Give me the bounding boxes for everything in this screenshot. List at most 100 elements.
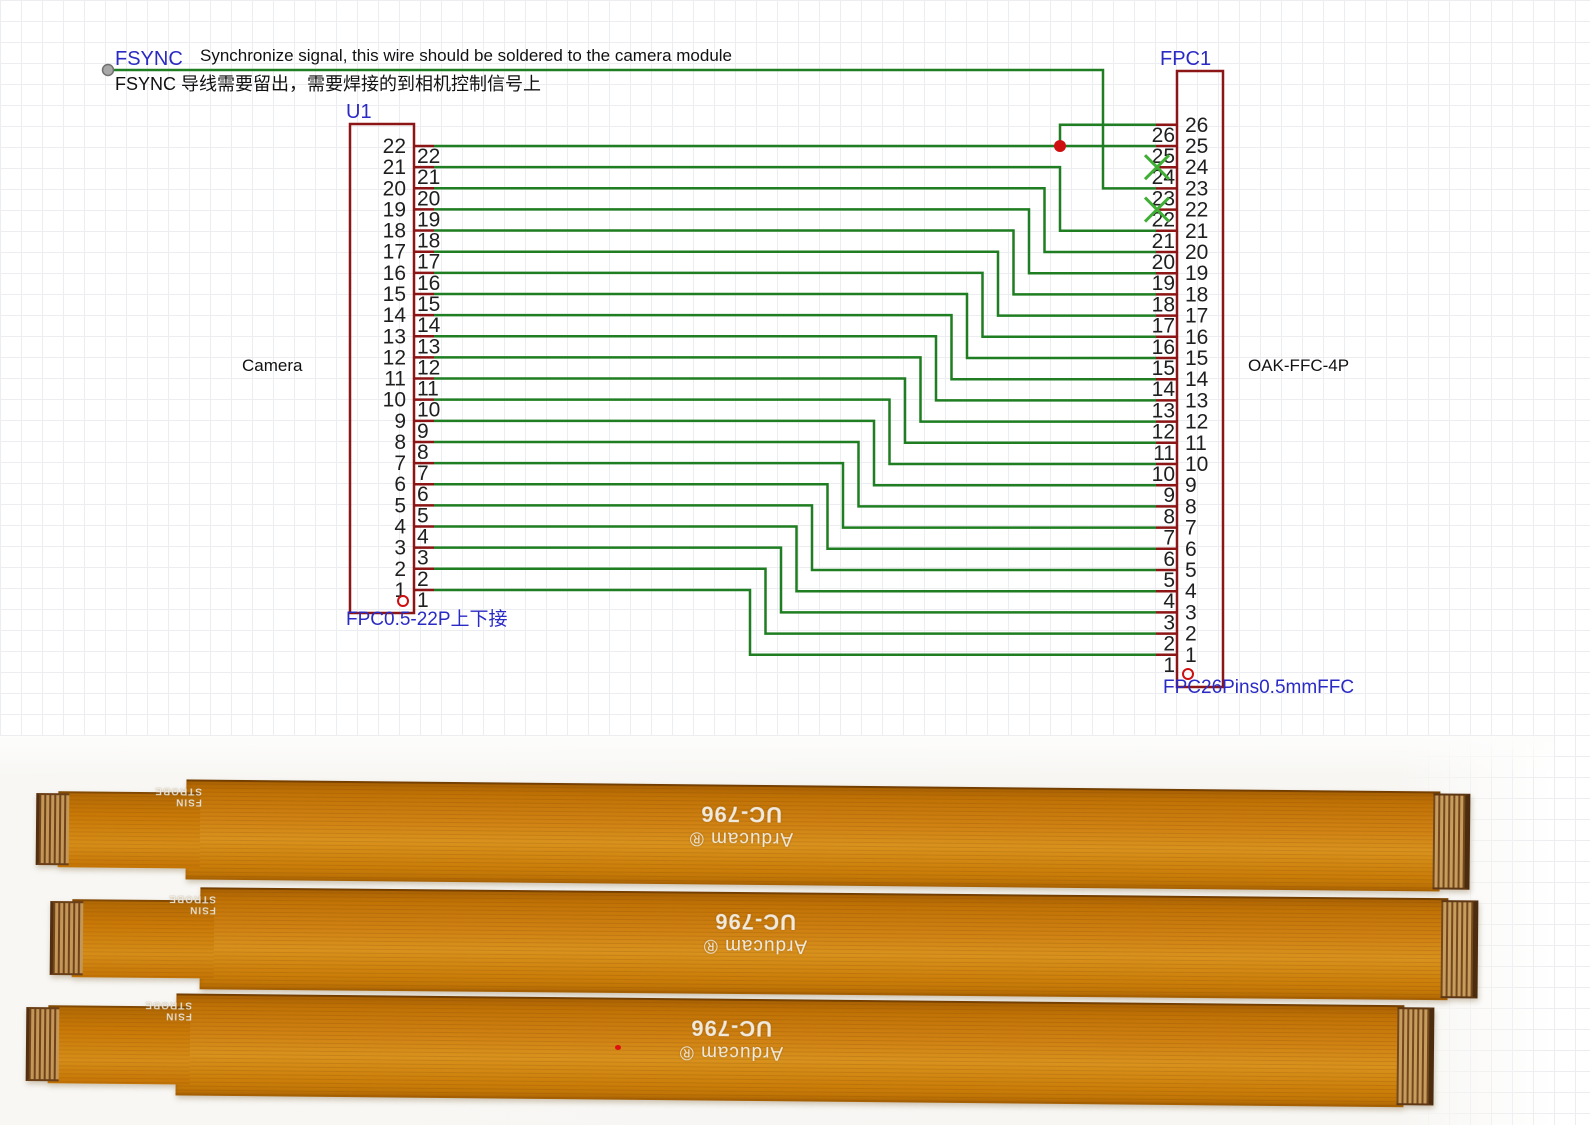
u1-pin-number-outside: 7 xyxy=(417,462,429,485)
ffc-cable-3: FSIN STROBE Arducam ® UC-796 xyxy=(25,992,1435,1108)
wire-u1-15-to-fpc1-15 xyxy=(434,292,1156,360)
fpc1-pin-number-outside: 11 xyxy=(1153,442,1175,465)
fpc1-pin-number-inside: 4 xyxy=(1185,580,1197,603)
fpc1-pin-number-inside: 25 xyxy=(1185,135,1208,158)
strobe-marking: STROBE xyxy=(154,785,203,797)
u1-unconnected-pin-marker xyxy=(397,595,409,607)
u1-pin-number-outside: 15 xyxy=(417,293,440,316)
fpc1-pin-number-inside: 14 xyxy=(1185,368,1209,391)
fsync-net-label: FSYNC xyxy=(115,48,183,70)
u1-pin-number-outside: 2 xyxy=(417,568,429,591)
brand-text: Arducam ® xyxy=(678,1041,784,1064)
fpc1-pin-number-outside: 1 xyxy=(1163,654,1175,677)
fpc1-pin-number-outside: 23 xyxy=(1152,187,1175,210)
fpc1-pin-number-outside: 13 xyxy=(1152,399,1175,422)
u1-pin-number-outside: 4 xyxy=(417,526,429,549)
u1-pin-number-inside: 19 xyxy=(383,198,406,221)
fpc1-pin-number-outside: 22 xyxy=(1152,209,1175,232)
fpc1-pin-number-inside: 8 xyxy=(1185,495,1197,518)
brand-text: Arducam ® xyxy=(688,827,794,850)
u1-pin-number-outside: 17 xyxy=(417,251,440,274)
u1-pin-number-outside: 13 xyxy=(417,335,440,358)
u1-pin-number-inside: 6 xyxy=(394,473,406,496)
wire-u1-6-to-fpc1-6 xyxy=(434,482,1156,551)
cable-brand-marking: Arducam ® UC-796 xyxy=(636,800,846,850)
fpc1-no-connect-x-pin-22 xyxy=(1143,196,1171,223)
cable-right-contact-fingers xyxy=(1396,1007,1435,1106)
cable-photo: FSIN STROBE Arducam ® UC-796 FSIN STROBE… xyxy=(0,736,1554,1125)
wire-u1-1-to-fpc1-1 xyxy=(434,588,1156,657)
strobe-marking: STROBE xyxy=(168,893,217,905)
fsin-marking: FSIN xyxy=(175,796,202,808)
fpc1-pin-number-outside: 7 xyxy=(1163,527,1175,550)
ffc-cable-2: FSIN STROBE Arducam ® UC-796 xyxy=(49,886,1479,1001)
fpc1-pin-number-outside: 19 xyxy=(1152,272,1175,295)
u1-pin-number-outside: 14 xyxy=(417,314,441,337)
u1-connector-body xyxy=(348,122,416,615)
u1-pin-number-inside: 9 xyxy=(394,410,406,433)
fpc1-pin-number-inside: 23 xyxy=(1185,177,1208,200)
fpc1-pin-number-inside: 12 xyxy=(1185,411,1208,434)
model-text: UC-796 xyxy=(714,908,797,935)
wire-u1-7-to-fpc1-7 xyxy=(434,461,1156,529)
u1-pin-number-inside: 3 xyxy=(394,537,406,560)
cable-fsin-strobe-marking: FSIN STROBE xyxy=(144,999,192,1021)
u1-pin-number-inside: 2 xyxy=(394,558,406,581)
brand-text: Arducam ® xyxy=(702,934,808,957)
wire-u1-17-to-fpc1-17 xyxy=(434,250,1156,317)
u1-pin-number-inside: 15 xyxy=(383,283,406,306)
u1-pin-number-outside: 20 xyxy=(417,187,440,210)
u1-pin-number-inside: 17 xyxy=(383,241,406,264)
fpc1-pin-number-inside: 26 xyxy=(1185,114,1208,137)
u1-pin-number-inside: 12 xyxy=(383,346,406,369)
wire-u1-5-to-fpc1-5 xyxy=(434,504,1156,572)
fpc1-pin-number-inside: 11 xyxy=(1185,432,1207,455)
wire-u1-9-to-fpc1-9 xyxy=(434,419,1156,487)
wire-u1-3-to-fpc1-3 xyxy=(434,546,1156,614)
fpc1-pin-number-inside: 9 xyxy=(1185,474,1197,497)
fpc1-pin-number-inside: 22 xyxy=(1185,199,1208,222)
fsync-note-chinese: FSYNC 导线需要留出，需要焊接的到相机控制信号上 xyxy=(115,74,542,94)
red-dot-marker xyxy=(615,1045,621,1050)
fsin-marking: FSIN xyxy=(189,904,216,916)
fpc1-pin-number-outside: 9 xyxy=(1163,484,1175,507)
u1-pin-number-inside: 1 xyxy=(394,579,406,602)
u1-pin-number-outside: 19 xyxy=(417,208,440,231)
u1-part-number-label: FPC0.5-22P上下接 xyxy=(346,609,508,630)
cable-right-contact-fingers xyxy=(1432,793,1471,890)
cable-left-contact-fingers xyxy=(49,901,84,976)
cable-brand-marking: Arducam ® UC-796 xyxy=(650,907,860,957)
model-text: UC-796 xyxy=(690,1015,773,1042)
wire-u1-20-to-fpc1-20 xyxy=(434,187,1156,254)
fpc1-pin-number-inside: 17 xyxy=(1185,305,1208,328)
u1-pin-number-inside: 22 xyxy=(383,135,406,158)
u1-pin-number-outside: 6 xyxy=(417,483,429,506)
u1-pin-number-inside: 11 xyxy=(384,368,406,391)
camera-side-label: Camera xyxy=(242,356,303,375)
wire-u1-19-to-fpc1-19 xyxy=(434,208,1156,275)
model-text: UC-796 xyxy=(700,801,783,828)
fpc1-pin-number-inside: 24 xyxy=(1185,156,1209,179)
wire-u1-8-to-fpc1-8 xyxy=(434,440,1156,508)
ffc-cable-1: FSIN STROBE Arducam ® UC-796 xyxy=(35,778,1471,892)
fpc1-pin-number-outside: 21 xyxy=(1152,230,1175,253)
u1-pin-number-inside: 5 xyxy=(394,494,406,517)
u1-pin-number-inside: 13 xyxy=(383,325,406,348)
fpc1-pin-number-inside: 13 xyxy=(1185,389,1208,412)
wire-u1-18-to-fpc1-18 xyxy=(434,229,1156,296)
wire-u1-13-to-fpc1-13 xyxy=(434,335,1156,402)
cable-right-contact-fingers xyxy=(1440,900,1479,999)
fpc1-pin-number-outside: 12 xyxy=(1152,421,1175,444)
fpc1-no-connect-x-pin-24 xyxy=(1143,154,1171,181)
u1-pin-number-outside: 3 xyxy=(417,547,429,570)
wire-u1-4-to-fpc1-4 xyxy=(434,525,1156,593)
u1-pin-number-inside: 18 xyxy=(383,220,406,243)
fpc1-pin-number-outside: 2 xyxy=(1163,633,1175,656)
fpc1-pin-number-outside: 15 xyxy=(1152,357,1175,380)
wire-u1-10-to-fpc1-10 xyxy=(434,398,1156,466)
u1-pin-number-inside: 7 xyxy=(394,452,406,475)
fpc1-pin-number-outside: 16 xyxy=(1152,336,1175,359)
wiring-schematic: 1 1 2 2 3 3 4 4 5 5 6 6 7 7 8 8 9 9 10 10 11 11 12 12 13 13 14 14 15… xyxy=(101,46,1354,698)
wire-u1-14-to-fpc1-14 xyxy=(434,313,1156,381)
u1-pin-number-inside: 14 xyxy=(383,304,407,327)
